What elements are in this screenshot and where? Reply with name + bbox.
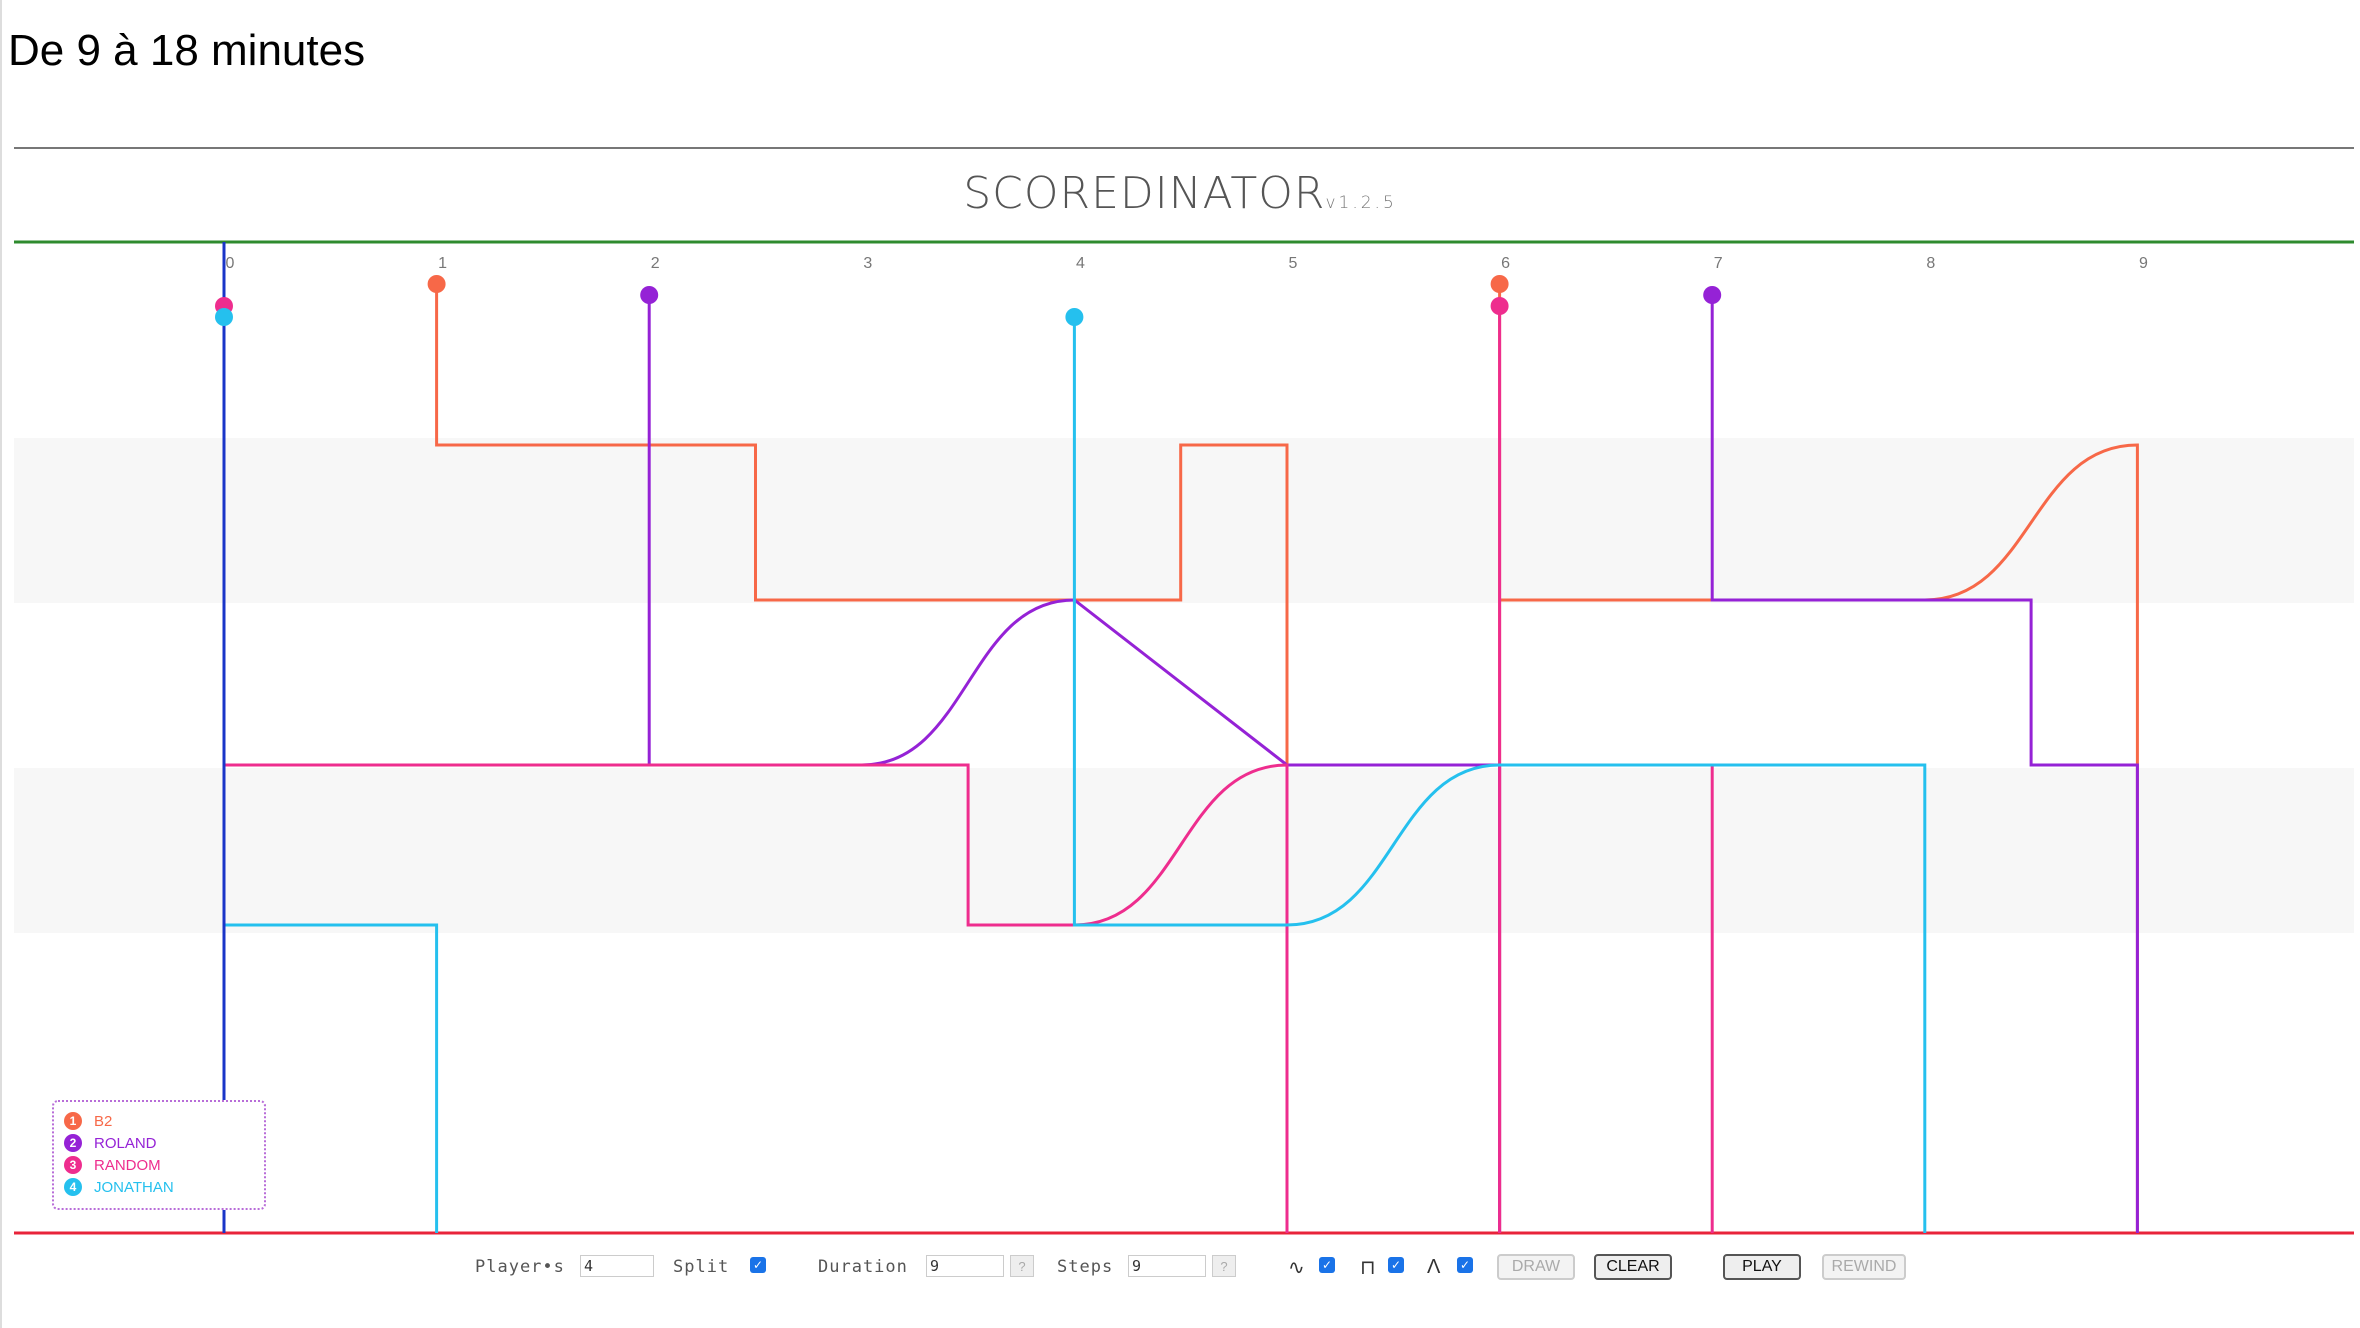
step-checkbox[interactable]: ✓ [1388, 1257, 1404, 1273]
legend-label: B2 [94, 1112, 113, 1130]
score-lines [222, 242, 2139, 1233]
legend-label: RANDOM [94, 1156, 161, 1174]
curve-checkbox[interactable]: ✓ [1319, 1257, 1335, 1273]
curve-icon: ∿ [1288, 1256, 1305, 1279]
tick-label: 8 [1926, 255, 1935, 272]
timeline-ticks: 0 1 2 3 4 5 6 7 8 9 [226, 255, 2148, 272]
control-bar: Player•s Split ✓ Duration ? Steps ? ∿ ✓ … [0, 1252, 2360, 1286]
tick-label: 5 [1289, 255, 1298, 272]
legend-number-badge: 2 [64, 1134, 82, 1152]
app-name: SCOREDINATOR [963, 168, 1326, 219]
legend-label: JONATHAN [94, 1178, 174, 1196]
page-title: De 9 à 18 minutes [8, 26, 366, 75]
entry-marker-random [1490, 297, 1509, 315]
tick-label: 1 [438, 255, 447, 272]
duration-label: Duration [818, 1257, 908, 1277]
legend-label: ROLAND [94, 1134, 157, 1152]
entry-marker-roland [640, 286, 659, 304]
entry-markers [215, 275, 1722, 326]
legend-item-random: 3 RANDOM [64, 1154, 264, 1176]
ramp-checkbox[interactable]: ✓ [1457, 1257, 1473, 1273]
tick-label: 7 [1714, 255, 1723, 272]
rewind-button[interactable]: REWIND [1822, 1254, 1906, 1280]
tick-label: 9 [2139, 255, 2148, 272]
level-band [14, 768, 2354, 933]
legend-item-roland: 2 ROLAND [64, 1132, 264, 1154]
duration-input[interactable] [926, 1255, 1004, 1277]
play-button[interactable]: PLAY [1723, 1254, 1801, 1280]
entry-marker-jonathan [215, 308, 233, 326]
players-label: Player•s [475, 1257, 565, 1277]
clear-button[interactable]: CLEAR [1594, 1254, 1672, 1280]
entry-marker-jonathan [1065, 308, 1084, 326]
tick-label: 3 [863, 255, 872, 272]
entry-marker-roland [1703, 286, 1722, 304]
legend-item-jonathan: 4 JONATHAN [64, 1176, 264, 1198]
steps-help-button[interactable]: ? [1212, 1255, 1236, 1277]
legend-number-badge: 1 [64, 1112, 82, 1130]
entry-marker-b2 [427, 275, 446, 293]
entry-marker-b2 [1490, 275, 1509, 293]
split-label: Split [673, 1257, 730, 1277]
steps-input[interactable] [1128, 1255, 1206, 1277]
page-left-border [0, 0, 2, 1328]
tick-label: 6 [1501, 255, 1510, 272]
step-icon: ⊓ [1360, 1256, 1376, 1279]
app-version: v1.2.5 [1325, 193, 1397, 213]
steps-label: Steps [1057, 1257, 1114, 1277]
tick-label: 2 [651, 255, 660, 272]
draw-button[interactable]: DRAW [1497, 1254, 1575, 1280]
legend-number-badge: 3 [64, 1156, 82, 1174]
players-legend: 1 B2 2 ROLAND 3 RANDOM 4 JONATHAN [52, 1100, 266, 1210]
tick-label: 4 [1076, 255, 1085, 272]
legend-number-badge: 4 [64, 1178, 82, 1196]
header-divider [14, 147, 2354, 149]
tick-label: 0 [226, 255, 235, 272]
level-bands [14, 240, 2354, 1235]
legend-item-b2: 1 B2 [64, 1110, 264, 1132]
split-checkbox[interactable]: ✓ [750, 1257, 766, 1273]
level-band [14, 438, 2354, 603]
app-title: SCOREDINATORv1.2.5 [0, 168, 2360, 219]
score-line-roland [647, 295, 2139, 1233]
players-input[interactable] [580, 1255, 654, 1277]
duration-help-button[interactable]: ? [1010, 1255, 1034, 1277]
ramp-icon: Λ [1427, 1255, 1441, 1278]
